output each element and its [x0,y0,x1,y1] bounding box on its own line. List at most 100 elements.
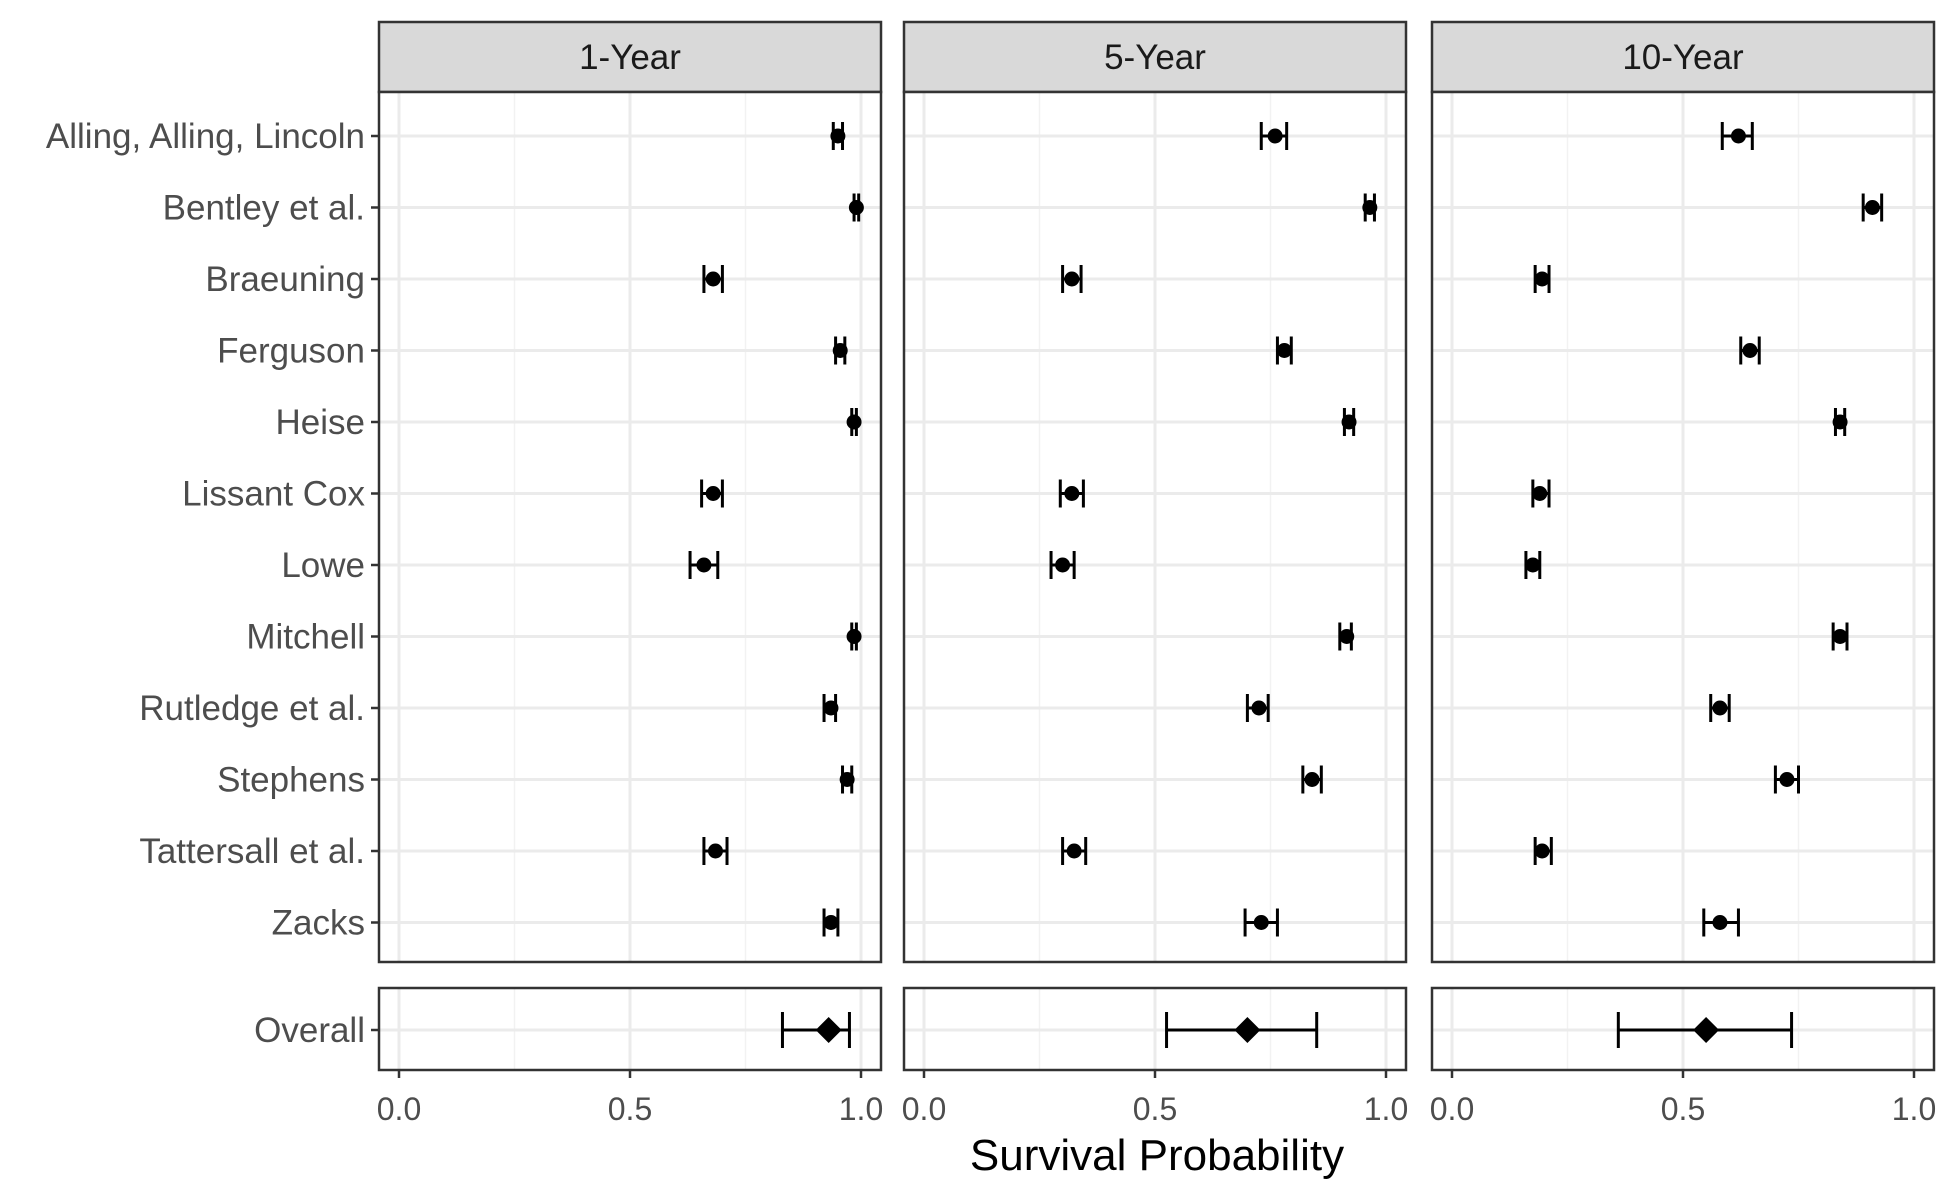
point-estimate [848,200,864,215]
point-estimate [1534,843,1550,859]
study-estimate [822,908,840,937]
study-estimate [1301,765,1323,794]
point-estimate [1251,700,1267,716]
study-label: Tattersall et al. [139,832,365,871]
study-label: Mitchell [246,618,365,657]
study-estimate [1773,765,1800,794]
study-estimate [702,837,729,865]
study-estimate [1275,336,1293,365]
study-estimate [1362,193,1378,222]
study-estimate [1338,622,1355,651]
x-axis-title: Survival Probability [970,1131,1344,1180]
point-estimate [1341,414,1357,430]
study-estimate [839,765,855,794]
point-estimate [1864,200,1880,215]
point-estimate [1532,486,1548,501]
x-tick-label: 1.0 [839,1091,883,1127]
study-label: Bentley et al. [163,189,365,228]
x-tick-label: 0.0 [1430,1091,1474,1127]
point-estimate [830,128,846,144]
facet-strip [902,20,1408,94]
x-tick-label: 0.5 [1133,1091,1177,1127]
point-estimate [1712,700,1728,716]
study-estimate [1709,694,1731,722]
study-estimate [1061,837,1088,865]
study-estimate [848,193,864,222]
point-estimate [1339,629,1355,644]
point-estimate [1832,629,1848,644]
x-tick-label: 0.0 [902,1091,946,1127]
panels-layer: 1-Year 0.0 0.5 1.0 5-Year 0.0 0.5 1.0 10-Year 0.0… [377,20,1936,1127]
study-estimate [832,336,848,365]
study-estimate [1533,265,1551,293]
study-estimate [1531,479,1551,508]
study-estimate [1533,837,1553,865]
study-labels: Alling, Alling, Lincoln Bentley et al. Bra… [46,117,379,1050]
main-panel [379,92,881,962]
x-tick-label: 1.0 [1364,1091,1408,1127]
x-tick-label: 0.5 [1661,1091,1705,1127]
point-estimate [1525,557,1541,573]
point-estimate [1253,915,1269,930]
panel-5-year: 5-Year 0.0 0.5 1.0 [902,20,1408,1127]
point-estimate [1267,128,1283,144]
point-estimate [1730,128,1746,144]
point-estimate [1362,200,1378,215]
study-label: Zacks [272,904,365,943]
study-estimate [700,479,724,508]
study-estimate [1524,551,1542,579]
overall-estimate [1165,1012,1319,1048]
point-estimate [705,486,721,501]
overall-label: Overall [254,1011,365,1050]
point-estimate [705,271,721,287]
study-label: Braeuning [205,260,365,299]
point-estimate [823,915,839,930]
main-panel-border [1430,90,1936,964]
study-label: Ferguson [217,332,365,371]
point-estimate [1712,915,1728,930]
facet-strip-label: 10-Year [1622,38,1744,77]
facet-strip [377,20,883,94]
point-estimate [707,843,723,859]
point-estimate [846,414,862,430]
point-estimate [846,629,862,644]
study-label: Rutledge et al. [139,689,365,728]
overall-diamond [815,1017,842,1043]
study-estimate [846,622,862,651]
point-estimate [832,343,848,358]
study-estimate [1245,694,1270,722]
point-estimate [1779,772,1795,787]
study-label: Lowe [281,546,365,585]
study-estimate [1243,908,1279,937]
panel-10-year: 10-Year 0.0 0.5 1.0 [1430,20,1936,1127]
point-estimate [1064,486,1080,501]
point-estimate [1304,772,1320,787]
study-estimate [1061,265,1083,293]
main-panel-border [377,90,883,964]
study-estimate [846,408,862,436]
point-estimate [1742,343,1758,358]
study-estimate [830,122,846,150]
overall-diamond [1693,1017,1720,1043]
facet-strip-label: 1-Year [579,38,681,77]
overall-panel [904,988,1406,1070]
point-estimate [839,772,855,787]
overall-diamond [1234,1017,1261,1043]
study-estimate [822,694,839,722]
study-estimate [1720,122,1754,150]
study-estimate [1049,551,1076,579]
study-estimate [1831,622,1849,651]
study-estimate [1259,122,1289,150]
main-panel-border [902,90,1408,964]
point-estimate [1055,557,1071,573]
study-label: Heise [276,403,365,442]
overall-estimate [1616,1012,1794,1048]
facet-strip [1430,20,1936,94]
overall-estimate [780,1012,851,1048]
point-estimate [1066,843,1082,859]
x-tick-label: 1.0 [1892,1091,1936,1127]
main-panel [1432,92,1934,962]
study-estimate [1832,408,1848,436]
study-estimate [1341,408,1357,436]
